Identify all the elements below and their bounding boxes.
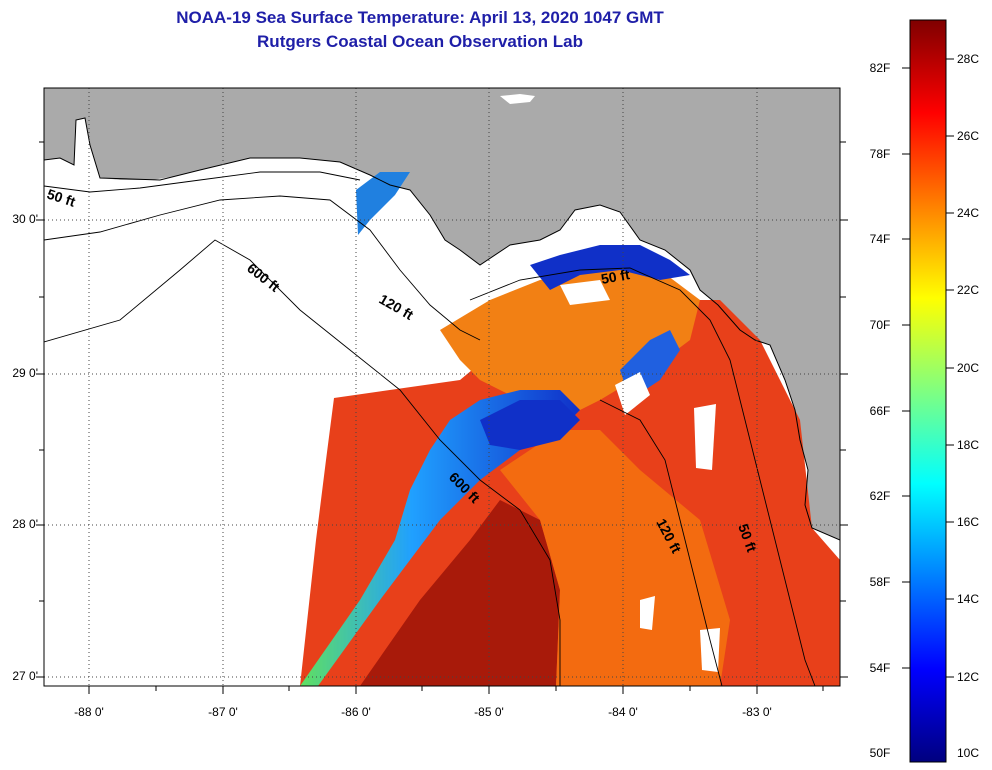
no-data-patch bbox=[700, 628, 720, 672]
latitude-tick-label: 27 0' bbox=[12, 669, 38, 683]
longitude-tick-label: -84 0' bbox=[608, 705, 638, 719]
colorbar-fahrenheit-label: 58F bbox=[869, 575, 891, 589]
sst-cold-patch bbox=[530, 245, 690, 290]
map-title: NOAA-19 Sea Surface Temperature: April 1… bbox=[176, 8, 664, 27]
colorbar-celsius-label: 12C bbox=[956, 670, 979, 684]
colorbar-celsius-label: 14C bbox=[956, 592, 979, 606]
frame-ticks bbox=[36, 141, 848, 694]
colorbar-celsius-label: 16C bbox=[956, 515, 979, 529]
longitude-tick-label: -85 0' bbox=[474, 705, 504, 719]
colorbar-fahrenheit-label: 78F bbox=[869, 147, 891, 161]
no-data-patch bbox=[615, 372, 650, 415]
no-data-patch bbox=[694, 404, 716, 470]
longitude-tick-label: -86 0' bbox=[341, 705, 371, 719]
latitude-tick-label: 28 0' bbox=[12, 517, 38, 531]
contour-120ft-line bbox=[44, 195, 723, 686]
colorbar-fahrenheit-label: 66F bbox=[869, 404, 891, 418]
contour-label: 50 ft bbox=[600, 266, 631, 287]
colorbar-celsius-label: 28C bbox=[956, 52, 979, 66]
sst-cold-patch bbox=[356, 172, 410, 235]
graticule bbox=[44, 88, 840, 686]
coastal-bay bbox=[44, 158, 360, 190]
contour-50ft-line bbox=[44, 171, 816, 686]
latitude-tick-label: 29 0' bbox=[12, 366, 38, 380]
sst-cold-patch bbox=[480, 400, 580, 450]
longitude-tick-label: -87 0' bbox=[208, 705, 238, 719]
no-data-patch bbox=[560, 280, 610, 305]
coastal-island bbox=[500, 94, 535, 104]
colorbar-celsius-label: 10C bbox=[956, 746, 979, 760]
land-area bbox=[44, 88, 840, 540]
colorbar-celsius-label: 24C bbox=[956, 206, 979, 220]
colorbar-celsius-label: 26C bbox=[956, 129, 979, 143]
colorbar-fahrenheit-label: 74F bbox=[869, 232, 891, 246]
map-subtitle: Rutgers Coastal Ocean Observation Lab bbox=[257, 32, 583, 51]
colorbar bbox=[909, 19, 947, 763]
colorbar-fahrenheit-label: 82F bbox=[869, 61, 891, 75]
longitude-tick-label: -83 0' bbox=[742, 705, 772, 719]
contour-600ft-line bbox=[44, 239, 561, 686]
no-data-patch bbox=[640, 596, 655, 630]
colorbar-fahrenheit-label: 54F bbox=[869, 661, 891, 675]
latitude-tick-label: 30 0' bbox=[12, 212, 38, 226]
colorbar-fahrenheit-label: 50F bbox=[869, 746, 891, 760]
longitude-tick-label: -88 0' bbox=[74, 705, 104, 719]
colorbar-ticks bbox=[902, 58, 954, 678]
colorbar-celsius-label: 20C bbox=[956, 361, 979, 375]
colorbar-celsius-label: 18C bbox=[956, 438, 979, 452]
colorbar-celsius-label: 22C bbox=[956, 283, 979, 297]
sst-cold-front bbox=[300, 390, 580, 686]
sst-swath-hot bbox=[360, 500, 560, 686]
sst-shelf-orange bbox=[500, 430, 730, 686]
colorbar-fahrenheit-label: 70F bbox=[869, 318, 891, 332]
colorbar-fahrenheit-label: 62F bbox=[869, 489, 891, 503]
coastline bbox=[44, 117, 840, 541]
map-frame bbox=[43, 87, 841, 687]
sst-nearshore-orange bbox=[440, 270, 700, 420]
